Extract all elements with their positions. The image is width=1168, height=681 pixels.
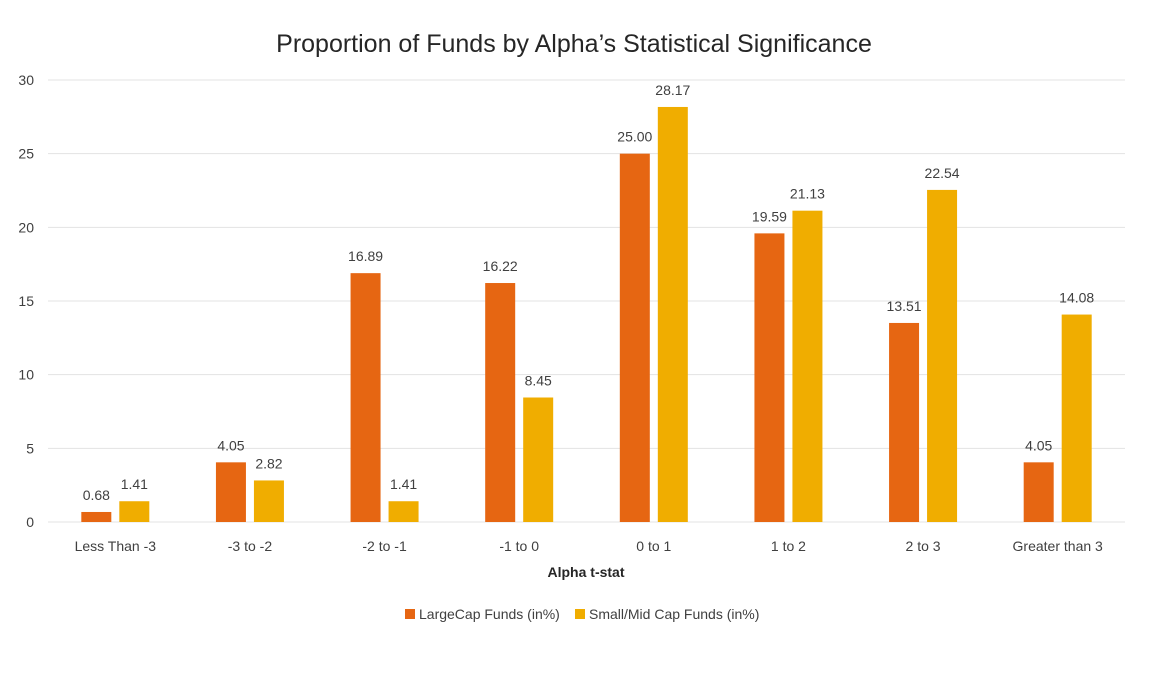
y-tick-label: 0 xyxy=(26,514,34,530)
data-label: 22.54 xyxy=(925,165,960,181)
legend-label: LargeCap Funds (in%) xyxy=(419,606,560,622)
data-label: 16.22 xyxy=(483,258,518,274)
data-label: 2.82 xyxy=(255,455,282,471)
bar-smallmidcap xyxy=(388,501,419,522)
data-labels: 0.68 1.41 4.05 2.82 16.89 1.41 16.22 8.45 25.00 2… xyxy=(83,82,1095,503)
legend: LargeCap Funds (in%) Small/Mid Cap Funds … xyxy=(405,606,759,622)
data-label: 19.59 xyxy=(752,208,787,224)
x-tick-label: Greater than 3 xyxy=(1013,538,1103,554)
bar-largecap xyxy=(485,283,516,522)
x-tick-label: -2 to -1 xyxy=(362,538,407,554)
bar-largecap xyxy=(619,153,650,522)
y-tick-label: 25 xyxy=(18,146,34,162)
bar-smallmidcap xyxy=(119,501,150,522)
chart-title: Proportion of Funds by Alpha’s Statistic… xyxy=(276,30,872,58)
data-label: 4.05 xyxy=(217,437,244,453)
y-tick-label: 30 xyxy=(18,72,34,88)
x-axis-title: Alpha t-stat xyxy=(548,564,625,580)
y-tick-label: 20 xyxy=(18,219,34,235)
bar-largecap xyxy=(1023,462,1054,522)
data-label: 0.68 xyxy=(83,487,110,503)
bar-largecap xyxy=(350,273,381,522)
bar-smallmidcap xyxy=(792,210,823,522)
bar-largecap xyxy=(81,511,112,522)
x-tick-label: -1 to 0 xyxy=(499,538,539,554)
bars xyxy=(81,106,1092,523)
bar-smallmidcap xyxy=(1061,314,1092,522)
data-label: 1.41 xyxy=(390,476,417,492)
y-axis-ticks: 0 5 10 15 20 25 30 xyxy=(18,72,34,530)
data-label: 16.89 xyxy=(348,248,383,264)
bar-largecap xyxy=(889,322,920,522)
x-tick-label: 1 to 2 xyxy=(771,538,806,554)
x-tick-label: -3 to -2 xyxy=(228,538,273,554)
data-label: 21.13 xyxy=(790,186,825,202)
x-tick-label: Less Than -3 xyxy=(75,538,157,554)
legend-swatch xyxy=(405,609,415,619)
gridlines xyxy=(48,79,1125,523)
bar-smallmidcap xyxy=(927,189,958,523)
bar-smallmidcap xyxy=(253,480,284,522)
bar-largecap xyxy=(215,462,246,522)
x-axis-ticks: Less Than -3 -3 to -2 -2 to -1 -1 to 0 0 to … xyxy=(75,538,1103,554)
data-label: 8.45 xyxy=(525,373,552,389)
legend-label: Small/Mid Cap Funds (in%) xyxy=(589,606,759,622)
bar-largecap xyxy=(754,233,785,522)
x-tick-label: 2 to 3 xyxy=(906,538,941,554)
data-label: 1.41 xyxy=(121,476,148,492)
bar-smallmidcap xyxy=(657,106,688,522)
y-tick-label: 5 xyxy=(26,440,34,456)
data-label: 14.08 xyxy=(1059,290,1094,306)
bar-smallmidcap xyxy=(523,397,554,522)
y-tick-label: 10 xyxy=(18,367,34,383)
data-label: 13.51 xyxy=(887,298,922,314)
x-tick-label: 0 to 1 xyxy=(636,538,671,554)
data-label: 28.17 xyxy=(655,82,690,98)
legend-swatch xyxy=(575,609,585,619)
y-tick-label: 15 xyxy=(18,293,34,309)
data-label: 4.05 xyxy=(1025,437,1052,453)
data-label: 25.00 xyxy=(617,129,652,145)
